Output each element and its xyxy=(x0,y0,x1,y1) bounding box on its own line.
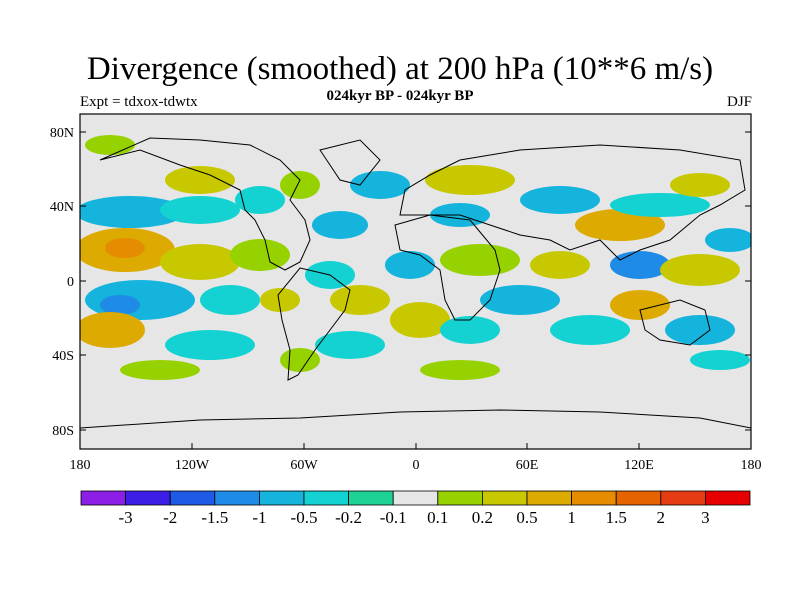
colorbar-swatch xyxy=(481,490,528,506)
colorbar-label: -1.5 xyxy=(201,508,228,527)
colorbar-swatch xyxy=(526,490,572,506)
colorbar-swatch xyxy=(392,490,439,506)
colorbar-swatch xyxy=(615,490,662,506)
colorbar-label: -0.5 xyxy=(291,508,318,527)
colorbar-swatch xyxy=(303,490,349,506)
colorbar-swatch xyxy=(169,490,216,506)
lat-tick-label: 80S xyxy=(52,424,74,439)
divergence-field xyxy=(80,135,751,380)
lon-tick-label: 60W xyxy=(290,458,318,473)
lon-tick-label: 180 xyxy=(741,458,762,473)
plot-title: Divergence (smoothed) at 200 hPa (10**6 … xyxy=(86,51,714,87)
colorbar-swatch xyxy=(80,490,126,506)
colorbar-swatch xyxy=(125,490,171,506)
map-background xyxy=(80,114,751,449)
colorbar-swatch xyxy=(258,490,305,506)
lat-tick-label: 80N xyxy=(50,126,74,141)
experiment-label: Expt = tdxox-tdwtx xyxy=(80,94,198,110)
plot-subtitle: 024kyr BP - 024kyr BP xyxy=(326,88,474,104)
colorbar-label: -3 xyxy=(119,508,133,527)
colorbar-swatch xyxy=(214,490,260,506)
lon-tick-label: 120E xyxy=(624,458,654,473)
colorbar-label: 1.5 xyxy=(606,508,627,527)
colorbar-label: 0.5 xyxy=(516,508,537,527)
colorbar-label: 0.2 xyxy=(472,508,493,527)
lat-tick-label: 0 xyxy=(67,275,74,290)
colorbar-label: 2 xyxy=(657,508,666,527)
colorbar-swatch xyxy=(660,490,706,506)
colorbar-label: -0.1 xyxy=(380,508,407,527)
colorbar-label: -0.2 xyxy=(335,508,362,527)
coastlines xyxy=(80,137,751,429)
colorbar-label: -1 xyxy=(252,508,266,527)
colorbar-swatch xyxy=(705,490,751,506)
lat-tick-label: 40N xyxy=(50,200,74,215)
lon-tick-label: 120W xyxy=(175,458,210,473)
colorbar-label: 1 xyxy=(567,508,576,527)
colorbar: -3 -2 -1.5 -1 -0.5 -0.2 -0.1 0.1 0.2 0.5 1 1.5 2 3 xyxy=(80,490,751,527)
lon-tick-label: 60E xyxy=(516,458,539,473)
season-label: DJF xyxy=(726,94,752,110)
lon-tick-label: 0 xyxy=(413,458,420,473)
colorbar-label: 3 xyxy=(701,508,710,527)
colorbar-label: 0.1 xyxy=(427,508,448,527)
colorbar-label: -2 xyxy=(163,508,177,527)
lon-tick-label: 180 xyxy=(70,458,91,473)
colorbar-swatch xyxy=(348,490,394,506)
colorbar-swatch xyxy=(571,490,617,506)
lat-tick-label: 40S xyxy=(52,349,74,364)
colorbar-swatch xyxy=(437,490,483,506)
